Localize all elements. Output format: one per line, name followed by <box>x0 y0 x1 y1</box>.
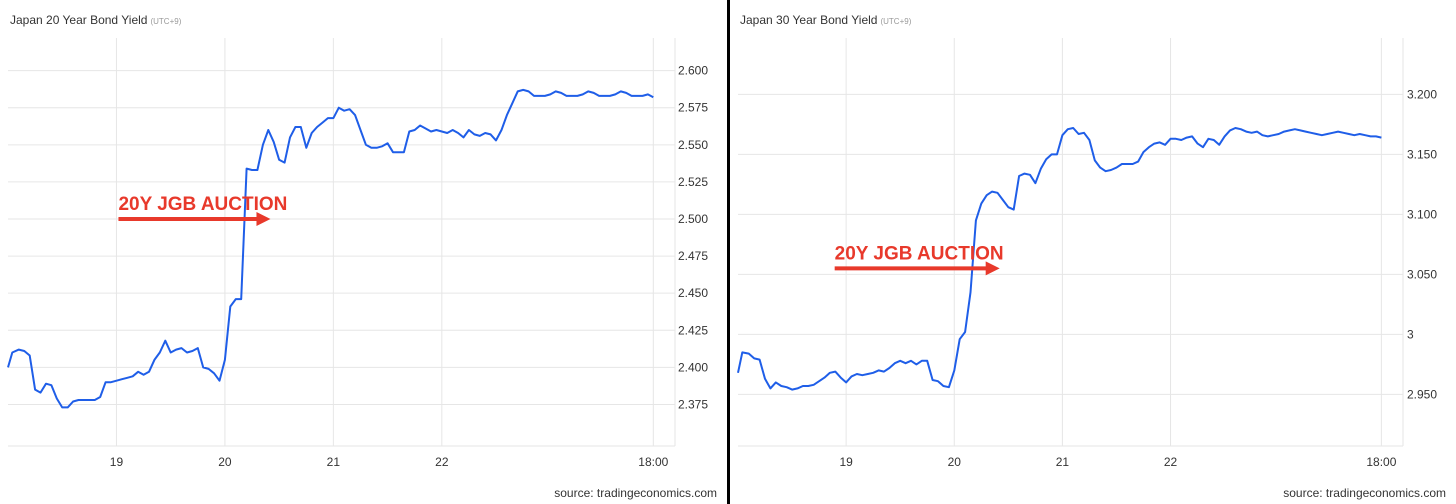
timezone-label: (UTC+9) <box>150 17 182 26</box>
source-credit: source: tradingeconomics.com <box>1283 486 1446 500</box>
yield-chart-30y: 2.950 3 3.050 3.100 3.150 3.200 19 20 21 22 18:00 2… <box>737 38 1437 469</box>
y-tick-label: 2.375 <box>678 397 708 411</box>
annotation-arrow-head <box>256 212 271 227</box>
x-tick-label: 21 <box>1056 455 1070 469</box>
x-tick-label: 22 <box>1164 455 1178 469</box>
annotation-label: 20Y JGB AUCTION <box>118 194 287 215</box>
chart-title-text: Japan 20 Year Bond Yield <box>10 13 148 27</box>
y-tick-label: 3.050 <box>1407 267 1437 281</box>
y-tick-label: 3.200 <box>1407 87 1437 101</box>
annotation-arrow-head <box>985 261 1000 276</box>
x-tick-label: 19 <box>839 455 853 469</box>
chart-title-text: Japan 30 Year Bond Yield <box>740 13 878 27</box>
x-tick-label: 18:00 <box>638 455 668 469</box>
x-tick-label: 20 <box>218 455 232 469</box>
y-tick-label: 2.550 <box>678 138 708 152</box>
yield-chart-20y: 2.375 2.400 2.425 2.450 2.475 2.500 2.525 2.550… <box>7 38 708 469</box>
y-tick-label: 3.100 <box>1407 207 1437 221</box>
chart-title: Japan 30 Year Bond Yield (UTC+9) <box>740 13 911 27</box>
x-tick-label: 18:00 <box>1366 455 1396 469</box>
chart-panel-30y: Japan 30 Year Bond Yield (UTC+9) 2.950 3 3.… <box>730 0 1456 504</box>
annotation-label: 20Y JGB AUCTION <box>835 243 1004 264</box>
chart-panel-20y: Japan 20 Year Bond Yield (UTC+9) 2.375 2.4… <box>0 0 727 504</box>
timezone-label: (UTC+9) <box>880 17 912 26</box>
y-tick-label: 2.400 <box>678 360 708 374</box>
source-credit: source: tradingeconomics.com <box>554 486 717 500</box>
yield-series-line <box>7 88 654 409</box>
chart-title: Japan 20 Year Bond Yield (UTC+9) <box>10 13 181 27</box>
panel-divider <box>727 0 730 504</box>
x-tick-label: 22 <box>435 455 449 469</box>
x-tick-label: 20 <box>948 455 962 469</box>
y-tick-label: 2.425 <box>678 323 708 337</box>
y-tick-label: 2.525 <box>678 175 708 189</box>
y-tick-label: 2.950 <box>1407 387 1437 401</box>
yield-series-line <box>737 127 1382 391</box>
y-tick-label: 3.150 <box>1407 147 1437 161</box>
y-tick-label: 2.450 <box>678 286 708 300</box>
y-tick-label: 2.475 <box>678 249 708 263</box>
y-tick-label: 2.500 <box>678 212 708 226</box>
y-tick-label: 2.600 <box>678 64 708 78</box>
y-tick-label: 2.575 <box>678 101 708 115</box>
x-tick-label: 19 <box>110 455 124 469</box>
y-tick-label: 3 <box>1407 327 1414 341</box>
x-tick-label: 21 <box>327 455 341 469</box>
